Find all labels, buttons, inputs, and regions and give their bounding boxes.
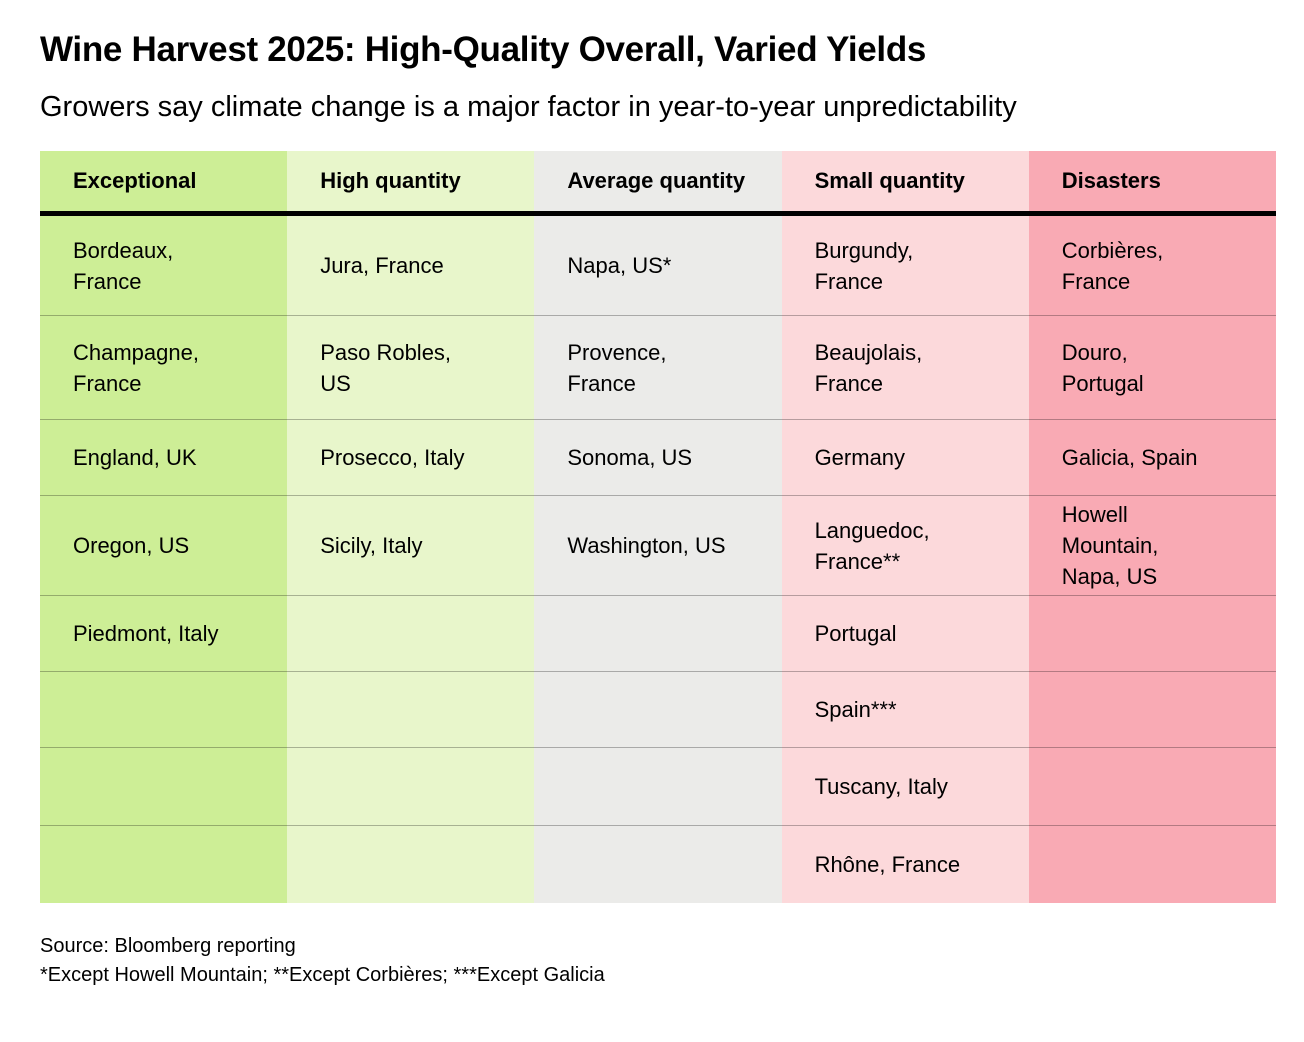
source-note: Source: Bloomberg reporting	[40, 934, 296, 957]
column-header-average-quantity: Average quantity	[534, 151, 782, 216]
table-row: Piedmont, Italy Portugal	[40, 595, 1276, 672]
table-cell	[534, 825, 782, 903]
table-cell: Germany	[781, 419, 1029, 496]
table-cell: Howell Mountain, Napa, US	[1028, 495, 1276, 596]
table-cell	[40, 671, 288, 748]
table-cell	[534, 747, 782, 826]
table-cell	[40, 747, 288, 826]
table-cell: Paso Robles, US	[287, 315, 535, 420]
column-header-disasters: Disasters	[1028, 151, 1276, 216]
table-cell: Burgundy, France	[781, 213, 1029, 316]
table-cell: Beaujolais, France	[781, 315, 1029, 420]
table-cell	[1028, 825, 1276, 903]
table-cell	[534, 595, 782, 672]
table-row: Spain***	[40, 671, 1276, 748]
column-header-exceptional: Exceptional	[40, 151, 288, 216]
chart-subtitle: Growers say climate change is a major fa…	[40, 91, 1017, 123]
table-cell: Sicily, Italy	[287, 495, 535, 596]
table-cell: England, UK	[40, 419, 288, 496]
table-cell: Jura, France	[287, 213, 535, 316]
table-cell	[1028, 747, 1276, 826]
table-cell: Corbières, France	[1028, 213, 1276, 316]
wine-harvest-table: Exceptional High quantity Average quanti…	[40, 151, 1276, 903]
table-cell: Oregon, US	[40, 495, 288, 596]
table-cell: Languedoc, France**	[781, 495, 1029, 596]
table-cell	[40, 825, 288, 903]
table-row: Bordeaux, France Jura, France Napa, US* …	[40, 213, 1276, 316]
table-cell: Champagne, France	[40, 315, 288, 420]
table-cell: Prosecco, Italy	[287, 419, 535, 496]
column-header-high-quantity: High quantity	[287, 151, 535, 216]
table-cell	[1028, 595, 1276, 672]
table-cell: Rhône, France	[781, 825, 1029, 903]
table-cell: Sonoma, US	[534, 419, 782, 496]
table-cell: Provence, France	[534, 315, 782, 420]
footnotes: *Except Howell Mountain; **Except Corbiè…	[40, 963, 605, 986]
table-cell: Portugal	[781, 595, 1029, 672]
table-cell: Galicia, Spain	[1028, 419, 1276, 496]
table-cell	[534, 671, 782, 748]
table-row: Tuscany, Italy	[40, 747, 1276, 826]
page-title: Wine Harvest 2025: High-Quality Overall,…	[40, 30, 927, 69]
chart-footer: Source: Bloomberg reporting *Except Howe…	[40, 932, 1276, 990]
chart-container: Wine Harvest 2025: High-Quality Overall,…	[40, 30, 1276, 990]
table-row: Rhône, France	[40, 825, 1276, 903]
table-cell	[287, 671, 535, 748]
table-cell: Piedmont, Italy	[40, 595, 288, 672]
table-row: England, UK Prosecco, Italy Sonoma, US G…	[40, 419, 1276, 496]
table-row: Champagne, France Paso Robles, US Proven…	[40, 315, 1276, 420]
table-cell: Napa, US*	[534, 213, 782, 316]
table-cell: Tuscany, Italy	[781, 747, 1029, 826]
header-row: Exceptional High quantity Average quanti…	[40, 151, 1276, 216]
table-cell	[287, 747, 535, 826]
table-cell: Douro, Portugal	[1028, 315, 1276, 420]
table-cell	[287, 595, 535, 672]
table-cell: Washington, US	[534, 495, 782, 596]
table-cell: Bordeaux, France	[40, 213, 288, 316]
table-cell	[1028, 671, 1276, 748]
table-cell	[287, 825, 535, 903]
column-header-small-quantity: Small quantity	[781, 151, 1029, 216]
table-row: Oregon, US Sicily, Italy Washington, US …	[40, 495, 1276, 596]
table-cell: Spain***	[781, 671, 1029, 748]
